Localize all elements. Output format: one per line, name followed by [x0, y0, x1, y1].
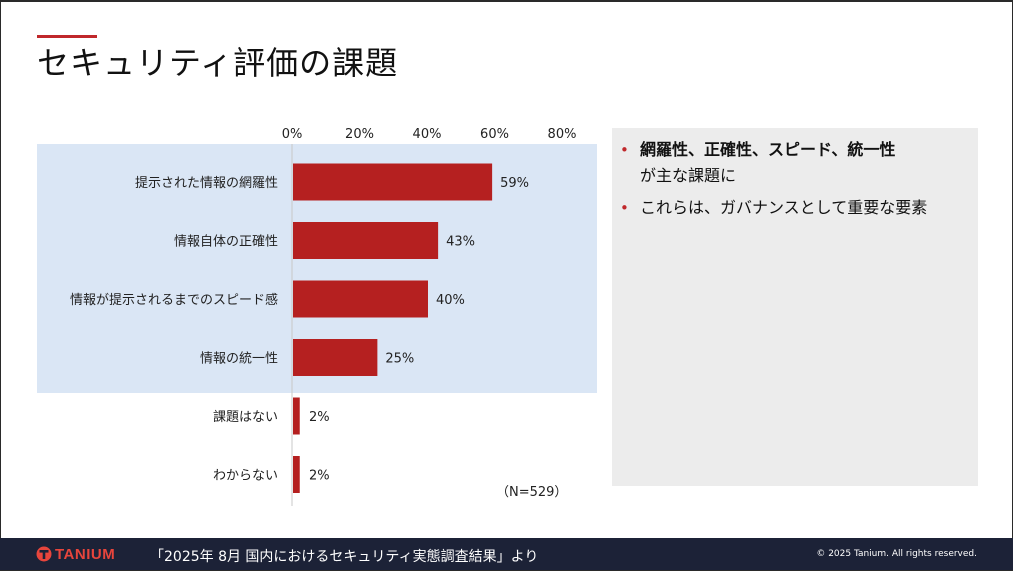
category-label: 情報自体の正確性 — [174, 234, 278, 250]
x-tick-label: 60% — [480, 127, 509, 142]
bar — [293, 280, 428, 318]
bullet-2-text: これらは、ガバナンスとして重要な要素 — [640, 198, 928, 217]
value-label: 2% — [309, 410, 330, 425]
value-label: 40% — [436, 293, 465, 308]
category-label: 情報が提示されるまでのスピード感 — [70, 292, 278, 308]
source-citation: 「2025年 8月 国内におけるセキュリティ実態調査結果」より — [150, 549, 539, 565]
tanium-logo-icon — [36, 546, 52, 562]
bullet-dot-icon: • — [620, 141, 629, 159]
bullet-1-text: が主な課題に — [640, 166, 737, 185]
category-label: 情報の統一性 — [200, 352, 278, 367]
logo-text: TANIUM — [55, 545, 116, 563]
bar — [293, 397, 300, 435]
footer-bar: TANIUM 「2025年 8月 国内におけるセキュリティ実態調査結果」より ©… — [0, 538, 1013, 570]
x-tick-label: 40% — [413, 127, 442, 142]
tanium-logo: TANIUM — [36, 545, 115, 563]
x-tick-label: 80% — [548, 127, 577, 142]
bar — [293, 222, 439, 259]
bar — [293, 163, 493, 201]
bullet-dot-icon: • — [620, 199, 629, 217]
category-label: わからない — [213, 469, 278, 484]
value-label: 43% — [446, 235, 475, 250]
x-tick-label: 20% — [345, 127, 374, 142]
copyright-notice: © 2025 Tanium. All rights reserved. — [816, 549, 977, 559]
category-label: 課題はない — [213, 409, 278, 425]
slide-title: セキュリティ評価の課題 — [37, 44, 399, 82]
bullet-1-bold-text: 網羅性、正確性、スピード、統一性 — [640, 140, 896, 159]
value-label: 25% — [385, 352, 414, 367]
value-label: 59% — [500, 176, 529, 191]
category-label: 提示された情報の網羅性 — [135, 175, 278, 191]
bar — [293, 339, 378, 376]
value-label: 2% — [309, 469, 330, 484]
title-accent-bar — [37, 35, 97, 38]
x-tick-label: 0% — [282, 127, 303, 142]
summary-panel: • 網羅性、正確性、スピード、統一性 が主な課題に • これらは、ガバナンスとし… — [612, 128, 978, 486]
sample-size-note: （N=529） — [496, 485, 567, 500]
bar — [293, 456, 300, 493]
